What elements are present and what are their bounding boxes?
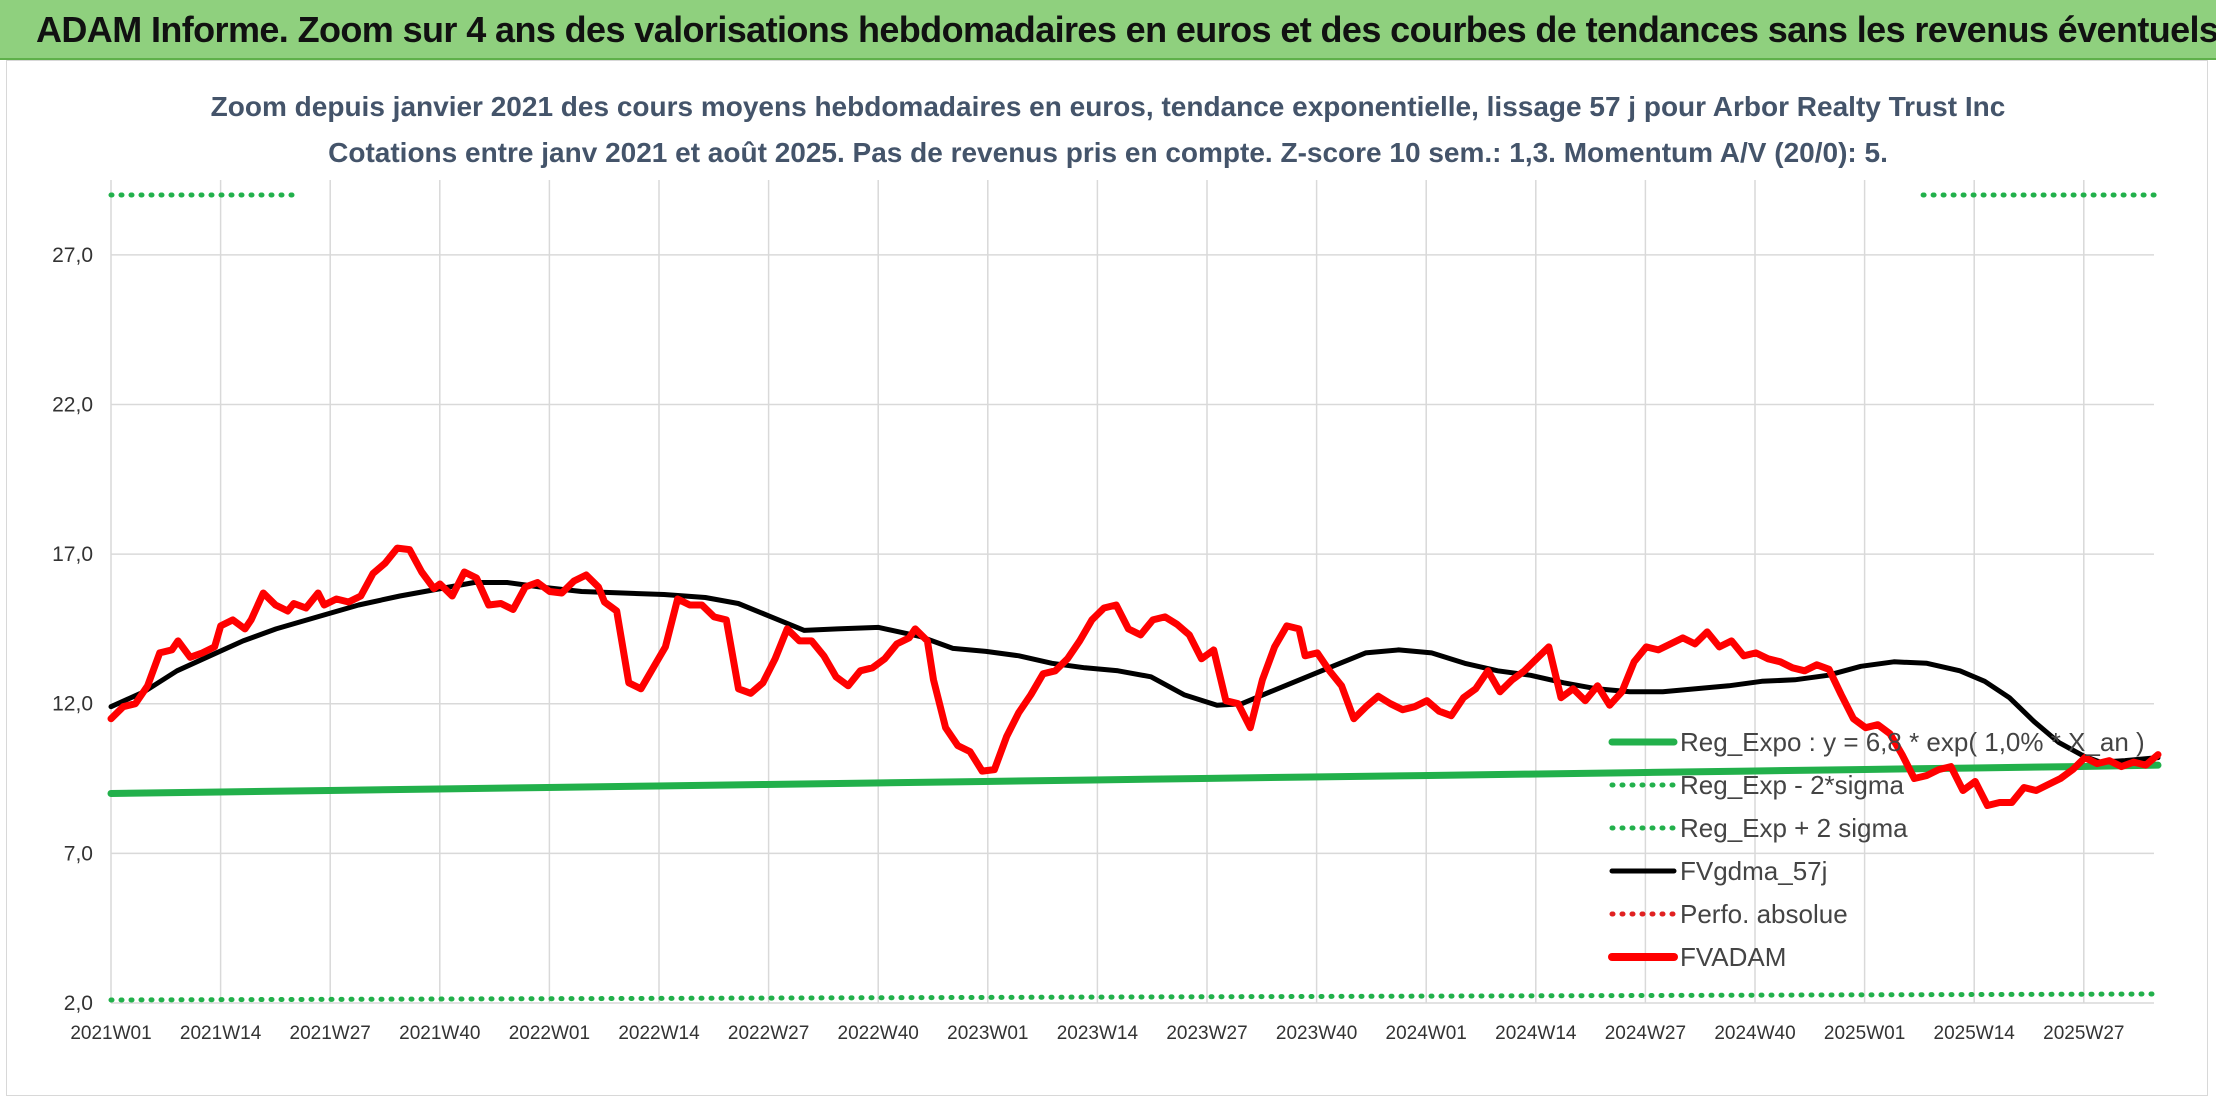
x-tick-label: 2022W40 xyxy=(838,1023,919,1044)
x-tick-label: 2025W27 xyxy=(2043,1023,2124,1044)
legend-reg-exp-minus-label: Reg_Exp - 2*sigma xyxy=(1680,770,1905,800)
fvgdma-57j-line xyxy=(108,580,2161,765)
reg-exp-minus-2sigma-line xyxy=(108,991,2161,1003)
x-tick-label: 2023W14 xyxy=(1057,1023,1139,1044)
x-tick-label: 2023W40 xyxy=(1276,1023,1357,1044)
y-tick-label: 2,0 xyxy=(64,992,93,1015)
x-tick-label: 2023W27 xyxy=(1166,1023,1247,1044)
legend-perfo-label: Perfo. absolue xyxy=(1680,899,1848,929)
x-tick-label: 2025W01 xyxy=(1824,1023,1905,1044)
report-banner: ADAM Informe. Zoom sur 4 ans des valoris… xyxy=(0,0,2216,60)
chart-legend: Reg_Expo : y = 6,8 * exp( 1,0% * X_an ) R… xyxy=(1608,727,2145,972)
x-tick-label: 2022W01 xyxy=(509,1023,590,1044)
chart-frame xyxy=(6,60,2208,1096)
x-tick-label: 2022W27 xyxy=(728,1023,809,1044)
y-tick-label: 27,0 xyxy=(52,244,93,267)
fvadam-line xyxy=(107,544,2162,809)
x-tick-label: 2022W14 xyxy=(618,1023,700,1044)
y-tick-label: 7,0 xyxy=(64,842,93,865)
legend-fvgdma-label: FVgdma_57j xyxy=(1680,856,1827,886)
chart-series xyxy=(107,192,2162,1003)
x-tick-label: 2021W01 xyxy=(70,1023,151,1044)
x-tick-label: 2021W40 xyxy=(399,1023,480,1044)
x-tick-label: 2021W14 xyxy=(180,1023,262,1044)
y-tick-label: 17,0 xyxy=(52,543,93,566)
legend-fvadam-label: FVADAM xyxy=(1680,942,1786,972)
chart-title: Zoom depuis janvier 2021 des cours moyen… xyxy=(211,91,2006,122)
x-tick-label: 2024W14 xyxy=(1495,1023,1577,1044)
report-title: ADAM Informe. Zoom sur 4 ans des valoris… xyxy=(36,9,2216,50)
reg-expo-line xyxy=(107,761,2162,797)
chart-grid xyxy=(110,180,2154,1004)
chart-subtitle: Cotations entre janv 2021 et août 2025. … xyxy=(328,137,1888,168)
legend-reg-exp-plus-label: Reg_Exp + 2 sigma xyxy=(1680,813,1908,843)
y-tick-label: 12,0 xyxy=(52,693,93,716)
y-tick-label: 22,0 xyxy=(52,393,93,416)
legend-reg-expo-label: Reg_Expo : y = 6,8 * exp( 1,0% * X_an ) xyxy=(1680,727,2145,757)
x-tick-label: 2023W01 xyxy=(947,1023,1028,1044)
x-tick-label: 2025W14 xyxy=(1934,1023,2016,1044)
x-tick-label: 2024W01 xyxy=(1386,1023,1467,1044)
x-tick-label: 2024W27 xyxy=(1605,1023,1686,1044)
chart-ticks: 2,0 7,0 12,0 17,0 22,0 27,0 2021W01 2021W14 2021… xyxy=(52,244,2124,1044)
x-tick-label: 2021W27 xyxy=(290,1023,371,1044)
x-tick-label: 2024W40 xyxy=(1714,1023,1795,1044)
